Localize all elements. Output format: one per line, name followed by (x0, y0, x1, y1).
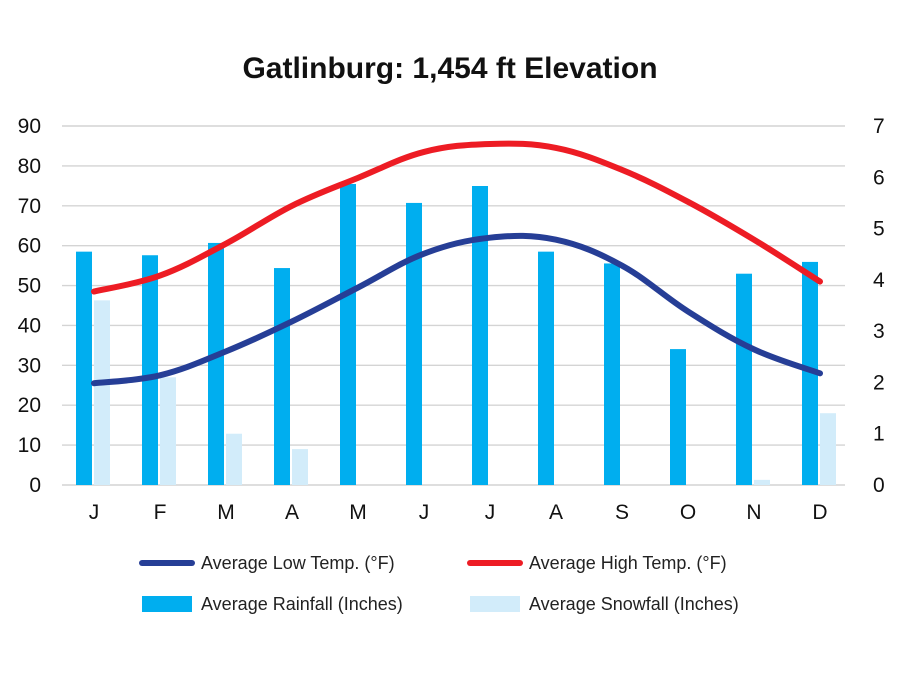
chart-title: Gatlinburg: 1,454 ft Elevation (242, 52, 658, 85)
y-right-tick-label: 3 (873, 320, 885, 343)
x-tick-label: A (285, 501, 299, 524)
y-right-tick-label: 0 (873, 474, 885, 497)
rainfall-bar (274, 268, 290, 485)
rainfall-bar (670, 349, 686, 485)
rainfall-bar (736, 273, 752, 485)
rainfall-bar (802, 261, 818, 485)
legend-swatch (142, 596, 192, 612)
y-right-tick-label: 6 (873, 166, 885, 189)
x-tick-label: D (812, 501, 827, 524)
rainfall-bar (406, 202, 422, 485)
y-right-tick-label: 2 (873, 371, 885, 394)
legend-label: Average Low Temp. (°F) (201, 553, 395, 573)
rainfall-bar (142, 255, 158, 485)
x-tick-label: A (549, 501, 563, 524)
x-tick-label: J (485, 501, 496, 524)
x-tick-label: N (746, 501, 761, 524)
grid-lines (62, 125, 845, 486)
legend-item-low-temp: Average Low Temp. (°F) (139, 553, 395, 573)
bar-series (76, 183, 836, 486)
snowfall-bar (820, 413, 836, 485)
y-right-tick-label: 1 (873, 423, 885, 446)
rainfall-bar (604, 263, 620, 485)
low-temp-line (91, 232, 823, 387)
axis-labels: 0 10 20 30 40 50 60 70 80 90 0 1 2 3 4 5 6 7 J F M A M J J A S O N D (18, 115, 885, 524)
x-tick-label: O (680, 501, 696, 524)
y-left-tick-label: 50 (18, 275, 41, 298)
y-left-tick-label: 90 (18, 115, 41, 138)
rainfall-bar (340, 183, 356, 485)
line-series (91, 140, 823, 387)
y-left-tick-label: 20 (18, 394, 41, 417)
x-tick-label: F (154, 501, 167, 524)
rainfall-bar (208, 242, 224, 485)
legend: Average Low Temp. (°F) Average High Temp.… (139, 553, 739, 614)
y-left-tick-label: 10 (18, 434, 41, 457)
y-right-tick-label: 4 (873, 269, 885, 292)
legend-label: Average High Temp. (°F) (529, 553, 727, 573)
legend-swatch (470, 596, 520, 612)
x-tick-label: J (89, 501, 100, 524)
y-right-tick-label: 5 (873, 218, 885, 241)
y-left-tick-label: 30 (18, 354, 41, 377)
legend-label: Average Rainfall (Inches) (201, 594, 403, 614)
legend-label: Average Snowfall (Inches) (529, 594, 739, 614)
snowfall-bar (292, 449, 308, 485)
y-left-tick-label: 40 (18, 314, 41, 337)
x-tick-label: M (217, 501, 235, 524)
legend-item-snowfall: Average Snowfall (Inches) (470, 594, 739, 614)
x-tick-label: J (419, 501, 430, 524)
x-tick-label: S (615, 501, 629, 524)
snowfall-bar (226, 433, 242, 485)
y-left-tick-label: 70 (18, 195, 41, 218)
rainfall-bar (76, 251, 92, 485)
legend-item-high-temp: Average High Temp. (°F) (467, 553, 727, 573)
legend-item-rainfall: Average Rainfall (Inches) (142, 594, 403, 614)
y-left-tick-label: 80 (18, 155, 41, 178)
high-temp-line (91, 140, 823, 295)
snowfall-bar (754, 479, 770, 485)
snowfall-bar (94, 300, 110, 485)
y-right-tick-label: 7 (873, 115, 885, 138)
rainfall-bar (472, 186, 488, 486)
y-left-tick-label: 60 (18, 235, 41, 258)
rainfall-bar (538, 251, 554, 485)
x-tick-label: M (349, 501, 367, 524)
y-left-tick-label: 0 (29, 474, 41, 497)
snowfall-bar (160, 377, 176, 485)
